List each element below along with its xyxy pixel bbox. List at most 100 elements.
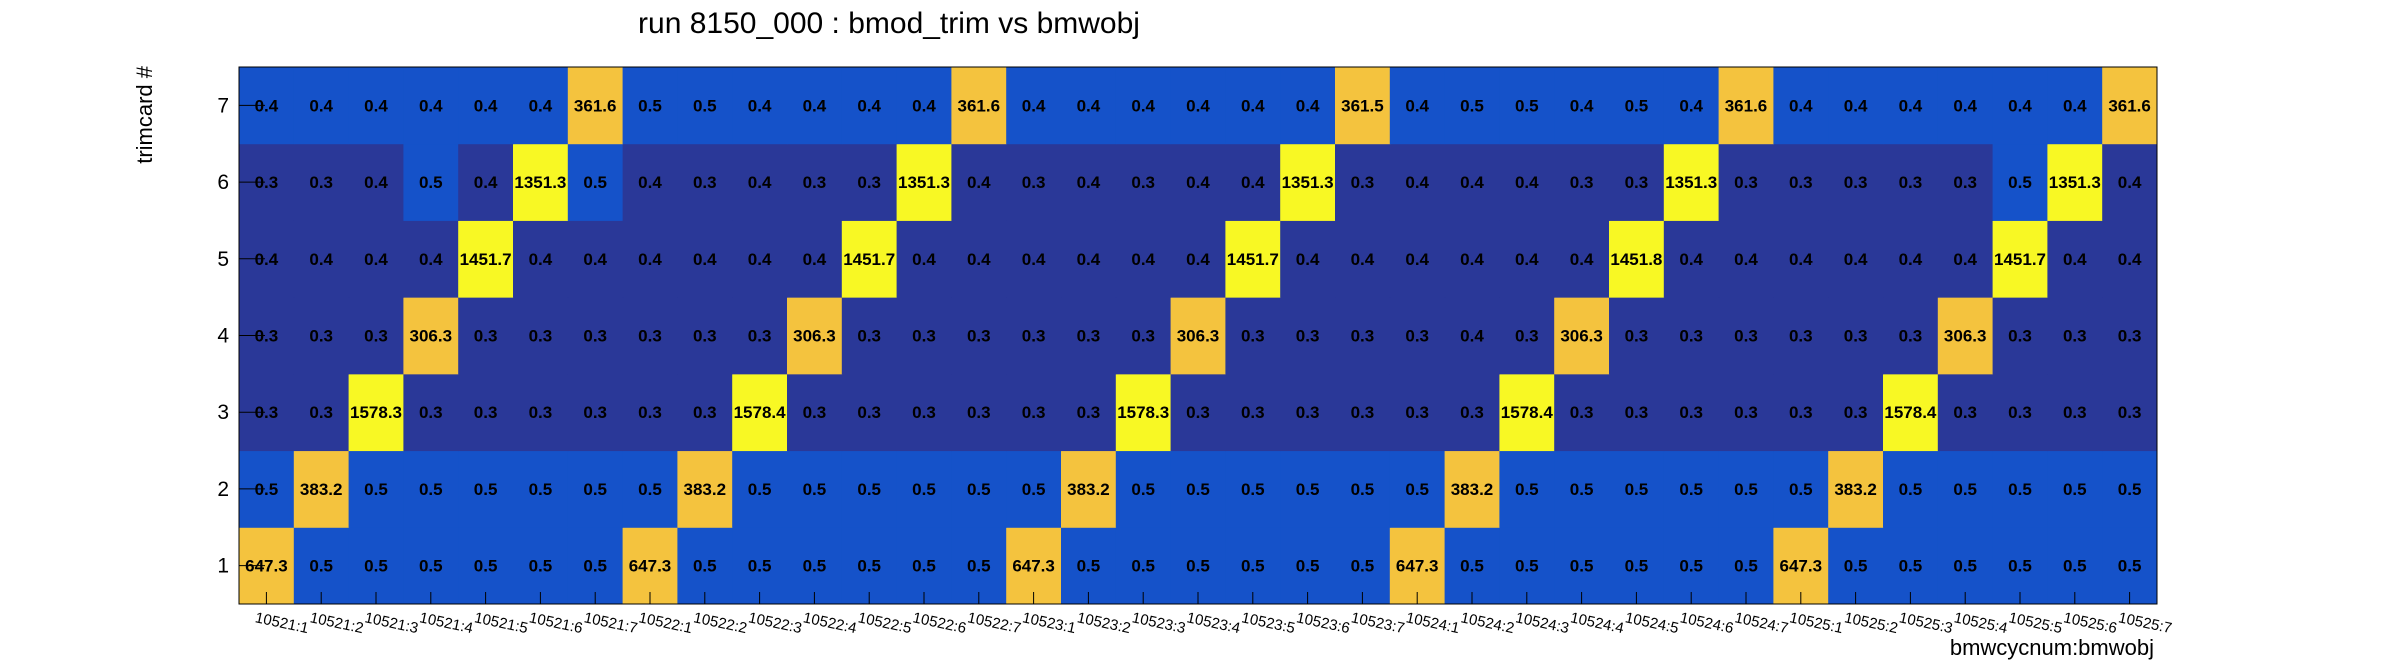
cell-value-label: 0.5 [309,557,333,576]
heatmap-cell [458,220,514,298]
heatmap-cells [239,67,2158,605]
cell-value-label: 0.4 [967,173,991,192]
heatmap-cell [1937,527,1994,605]
cell-value-label: 0.3 [1679,327,1703,346]
x-tick-label: 10521:5 [473,609,530,637]
x-tick-label: 10523:4 [1185,609,1242,637]
cell-value-label: 0.4 [529,250,553,269]
cell-value-label: 0.3 [583,403,607,422]
heatmap-cell [1335,450,1391,528]
cell-value-label: 0.3 [857,173,881,192]
cell-value-label: 0.4 [748,96,772,115]
x-tick-label: 10523:6 [1295,609,1352,637]
heatmap-cell [1280,527,1336,605]
x-tick-label: 10521:7 [582,609,639,637]
heatmap-cell [1115,450,1172,528]
cell-value-label: 0.5 [529,480,553,499]
heatmap-cell [2102,220,2158,298]
cell-value-label: 0.4 [748,173,772,192]
cell-value-label: 0.5 [364,557,388,576]
cell-value-label: 0.4 [1241,173,1265,192]
cell-value-label: 0.5 [1296,480,1320,499]
heatmap-cell [1609,67,1665,145]
cell-value-label: 0.5 [1131,557,1155,576]
cell-value-label: 0.5 [2008,173,2032,192]
cell-value-label: 0.3 [1022,403,1046,422]
heatmap-cell [896,67,952,145]
cell-value-label: 0.4 [1405,250,1429,269]
x-tick-label: 10521:4 [418,609,475,637]
heatmap-cell [1773,220,1829,298]
heatmap-cell [1061,450,1117,528]
cell-value-label: 0.4 [1405,173,1429,192]
cell-value-label: 0.3 [474,403,498,422]
cell-value-label: 1451.7 [1227,250,1279,269]
cell-value-label: 0.4 [1953,250,1977,269]
cell-value-label: 0.4 [1077,173,1101,192]
cell-value-label: 0.3 [1899,327,1923,346]
heatmap-cell [2102,143,2158,221]
cell-value-label: 0.5 [1515,480,1539,499]
heatmap-cell [1225,143,1281,221]
cell-value-label: 0.3 [857,403,881,422]
cell-value-label: 0.4 [1570,96,1594,115]
heatmap-cell [1718,67,1774,145]
cell-value-label: 0.3 [967,327,991,346]
cell-value-label: 0.4 [912,250,936,269]
heatmap-cell [1828,297,1884,375]
heatmap-cell [1609,527,1665,605]
heatmap-cell [348,67,404,145]
heatmap-cell [1335,143,1391,221]
cell-value-label: 0.3 [1077,327,1101,346]
heatmap-cell [1663,373,1720,452]
cell-value-label: 0.5 [255,480,279,499]
heatmap-cell [293,450,350,528]
cell-value-label: 0.4 [1186,96,1210,115]
cell-value-label: 1578.4 [1884,403,1937,422]
heatmap-cell [1663,220,1720,298]
heatmap-cell [1663,450,1720,528]
cell-value-label: 0.5 [1131,480,1155,499]
cell-value-label: 0.5 [1570,480,1594,499]
heatmap-cell [1718,373,1774,452]
heatmap-cell [1335,373,1391,452]
heatmap-cell [1280,450,1336,528]
cell-value-label: 1451.7 [843,250,895,269]
cell-value-label: 0.3 [1789,327,1813,346]
cell-value-label: 0.4 [1022,250,1046,269]
cell-value-label: 0.5 [748,557,772,576]
cell-value-label: 0.4 [1186,250,1210,269]
cell-value-label: 0.4 [583,250,607,269]
x-tick-label: 10525:1 [1788,609,1845,637]
x-axis-label: bmwcycnum:bmwobj [1950,635,2154,660]
heatmap-cell [1937,67,1994,145]
heatmap-cell [1773,67,1829,145]
heatmap-cell [1225,450,1281,528]
x-tick-label: 10523:3 [1130,609,1187,637]
heatmap-cell [1883,143,1939,221]
heatmap-cell [1992,143,2048,221]
heatmap-cell [1992,373,2048,452]
x-tick-label: 10525:7 [2117,609,2174,637]
heatmap-cell [896,527,952,605]
cell-value-label: 0.4 [1570,250,1594,269]
cell-value-label: 0.3 [1351,173,1375,192]
heatmap-cell [841,527,898,605]
cell-value-label: 647.3 [629,557,672,576]
x-tick-label: 10525:5 [2007,609,2064,637]
cell-value-label: 0.5 [1953,480,1977,499]
heatmap-cell [732,297,788,375]
y-axis-label: trimcard # [132,65,157,164]
x-tick-label: 10525:3 [1898,609,1955,637]
heatmap-cell [2102,297,2158,375]
cell-value-label: 0.5 [419,480,443,499]
heatmap-cell [1280,67,1336,145]
heatmap-cell [1499,220,1555,298]
heatmap-cell [841,143,898,221]
heatmap-cell [1115,220,1172,298]
heatmap-cell [1883,67,1939,145]
heatmap-cell [1335,220,1391,298]
cell-value-label: 0.3 [1570,173,1594,192]
heatmap-cell [1499,373,1555,452]
heatmap-cell [1554,527,1610,605]
